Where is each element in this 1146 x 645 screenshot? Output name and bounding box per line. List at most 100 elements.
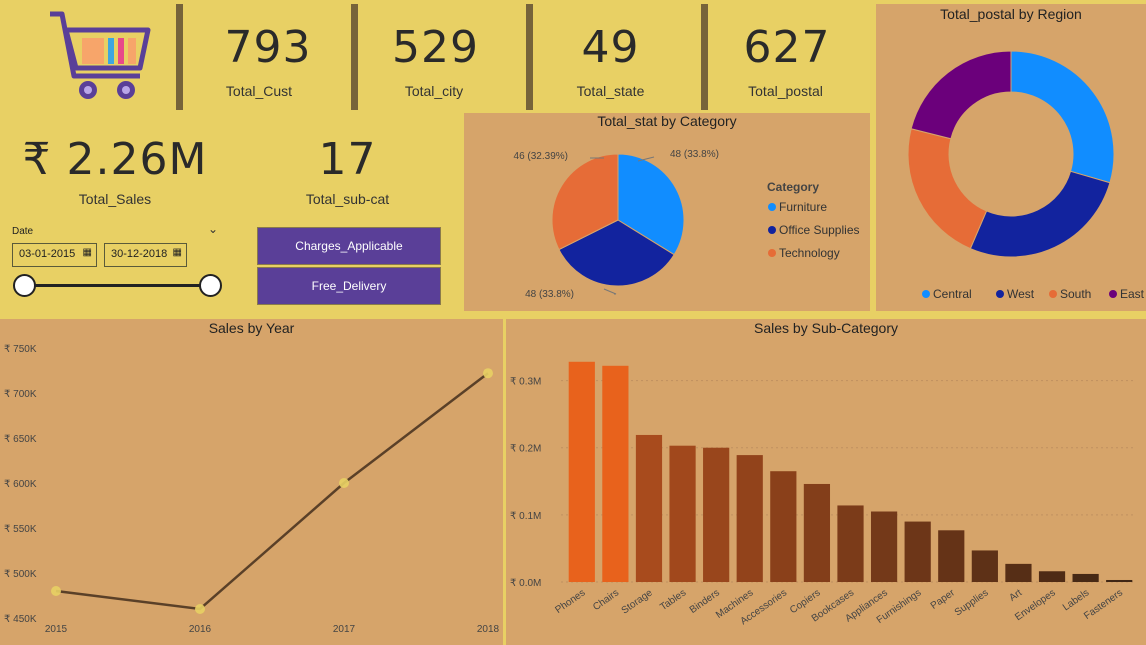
divider (701, 4, 708, 110)
pie-legend-label: Technology (779, 246, 840, 260)
bar-furnishings (904, 521, 931, 582)
donut-legend-marker (922, 290, 930, 298)
date-slider-track[interactable] (24, 284, 211, 287)
donut-legend-label: South (1060, 287, 1091, 301)
donut-legend-label: Central (933, 287, 972, 301)
region-donut-title: Total_postal by Region (940, 6, 1082, 22)
slider-end-handle[interactable] (199, 274, 222, 297)
bar-bookcases (837, 505, 864, 582)
pie-legend-label: Office Supplies (779, 223, 860, 237)
donut-slice-east (910, 50, 1012, 140)
y-tick-label: ₹ 0.0M (510, 578, 541, 589)
x-tick-label: Chairs (591, 587, 621, 613)
divider (526, 4, 533, 110)
pie-legend-title: Category (767, 180, 819, 194)
end-date-value: 30-12-2018 (111, 248, 168, 260)
calendar-icon[interactable]: ▦ (172, 247, 182, 258)
donut-slice-south (907, 128, 988, 250)
bar-copiers (803, 483, 831, 582)
total-city-value: 529 (392, 22, 479, 73)
y-tick-label: ₹ 500K (4, 569, 37, 580)
pie-legend-marker (768, 249, 776, 257)
total-subcat-value: 17 (318, 134, 377, 185)
donut-slice-west (969, 170, 1111, 258)
pie-data-label: 48 (33.8%) (525, 289, 574, 300)
x-tick-label: Storage (620, 587, 655, 616)
sales-by-year-panel: Sales by Year ₹ 450K ₹ 500K ₹ 550K ₹ 600K ₹ … (0, 319, 503, 645)
sales-point (195, 604, 205, 614)
x-tick-label: Phones (553, 587, 587, 615)
sales-by-subcategory-chart: ₹ 0.0M ₹ 0.1M ₹ 0.2M ₹ 0.3M Phones ChairsStor… (510, 361, 1136, 627)
start-date-input[interactable]: 03-01-2015 ▦ (12, 243, 97, 267)
total-cust-value: 793 (224, 22, 312, 73)
region-donut-panel: Total_postal by Region Central West South E… (876, 4, 1146, 311)
calendar-icon[interactable]: ▦ (82, 247, 92, 258)
y-tick-label: ₹ 650K (4, 434, 37, 445)
y-tick-label: ₹ 450K (4, 614, 37, 625)
donut-legend-label: West (1007, 287, 1035, 301)
bar-phones (568, 361, 595, 582)
chevron-down-icon[interactable]: ⌄ (208, 222, 219, 236)
kpi-strip: 793 Total_Cust 529 Total_city 49 Total_s… (0, 0, 876, 113)
bar-tables (669, 445, 696, 582)
sales-by-subcategory-panel: Sales by Sub-Category ₹ 0.0M ₹ 0.1M ₹ 0.2M… (506, 319, 1146, 645)
sales-point (339, 478, 349, 488)
donut-legend-label: East (1120, 287, 1145, 301)
bar-labels (1072, 573, 1099, 582)
date-filter-title: Date (12, 226, 34, 237)
pie-data-label: 46 (32.39%) (514, 151, 568, 162)
donut-legend-marker (1049, 290, 1057, 298)
y-tick-label: ₹ 600K (4, 479, 37, 490)
bar-storage (635, 434, 663, 582)
total-city-label: Total_city (404, 83, 464, 99)
bar-binders (703, 447, 730, 582)
bar-machines (736, 455, 763, 582)
pie-leader-line (603, 288, 617, 295)
pie-slice-technology (551, 153, 619, 251)
x-tick-label: Supplies (953, 587, 991, 618)
total-postal-label: Total_postal (748, 83, 823, 99)
sales-by-year-title: Sales by Year (208, 320, 295, 336)
sales-by-year-chart: ₹ 450K ₹ 500K ₹ 550K ₹ 600K ₹ 650K ₹ 700K ₹ 75… (4, 344, 500, 635)
y-tick-label: ₹ 0.1M (510, 511, 541, 522)
sales-by-subcategory-title: Sales by Sub-Category (754, 320, 898, 336)
bar-paper (938, 530, 965, 582)
bar-appliances (870, 511, 898, 582)
pie-legend-marker (768, 203, 776, 211)
total-postal-value: 627 (743, 22, 831, 73)
category-pie-title: Total_stat by Category (597, 113, 737, 129)
slider-start-handle[interactable] (13, 274, 36, 297)
pie-legend-marker (768, 226, 776, 234)
free-delivery-button[interactable]: Free_Delivery (257, 267, 441, 305)
total-subcat-label: Total_sub-cat (305, 191, 390, 207)
y-tick-label: ₹ 750K (4, 344, 37, 355)
divider (351, 4, 358, 110)
pie-slice-office-supplies (558, 219, 675, 287)
pie-legend-label: Furniture (779, 200, 827, 214)
divider (176, 4, 183, 110)
bar-accessories (770, 471, 797, 582)
bar-chairs (602, 365, 629, 582)
total-state-value: 49 (581, 22, 640, 73)
donut-slice-central (1010, 50, 1115, 184)
bar-fasteners (1106, 579, 1133, 582)
x-tick-label: Tables (658, 587, 688, 613)
sales-line (55, 372, 489, 611)
start-date-value: 03-01-2015 (19, 248, 76, 260)
y-tick-label: ₹ 0.2M (510, 444, 541, 455)
charges-applicable-button[interactable]: Charges_Applicable (257, 227, 441, 265)
x-tick-label: 2016 (189, 624, 212, 635)
total-cust-label: Total_Cust (225, 83, 293, 99)
pie-data-label: 48 (33.8%) (670, 149, 719, 160)
x-tick-label: 2015 (45, 624, 68, 635)
donut-legend-marker (996, 290, 1004, 298)
category-pie-panel: Total_stat by Category 48 (33.8%) 48 (33.… (464, 113, 870, 311)
end-date-input[interactable]: 30-12-2018 ▦ (104, 243, 187, 267)
bar-envelopes (1038, 571, 1066, 582)
y-tick-label: ₹ 700K (4, 389, 37, 400)
pie-leader-line (637, 156, 655, 162)
sales-point (51, 586, 61, 596)
region-donut-chart: Central West South East (907, 50, 1145, 301)
shopping-cart-icon (50, 11, 151, 99)
x-tick-label: 2018 (477, 624, 500, 635)
